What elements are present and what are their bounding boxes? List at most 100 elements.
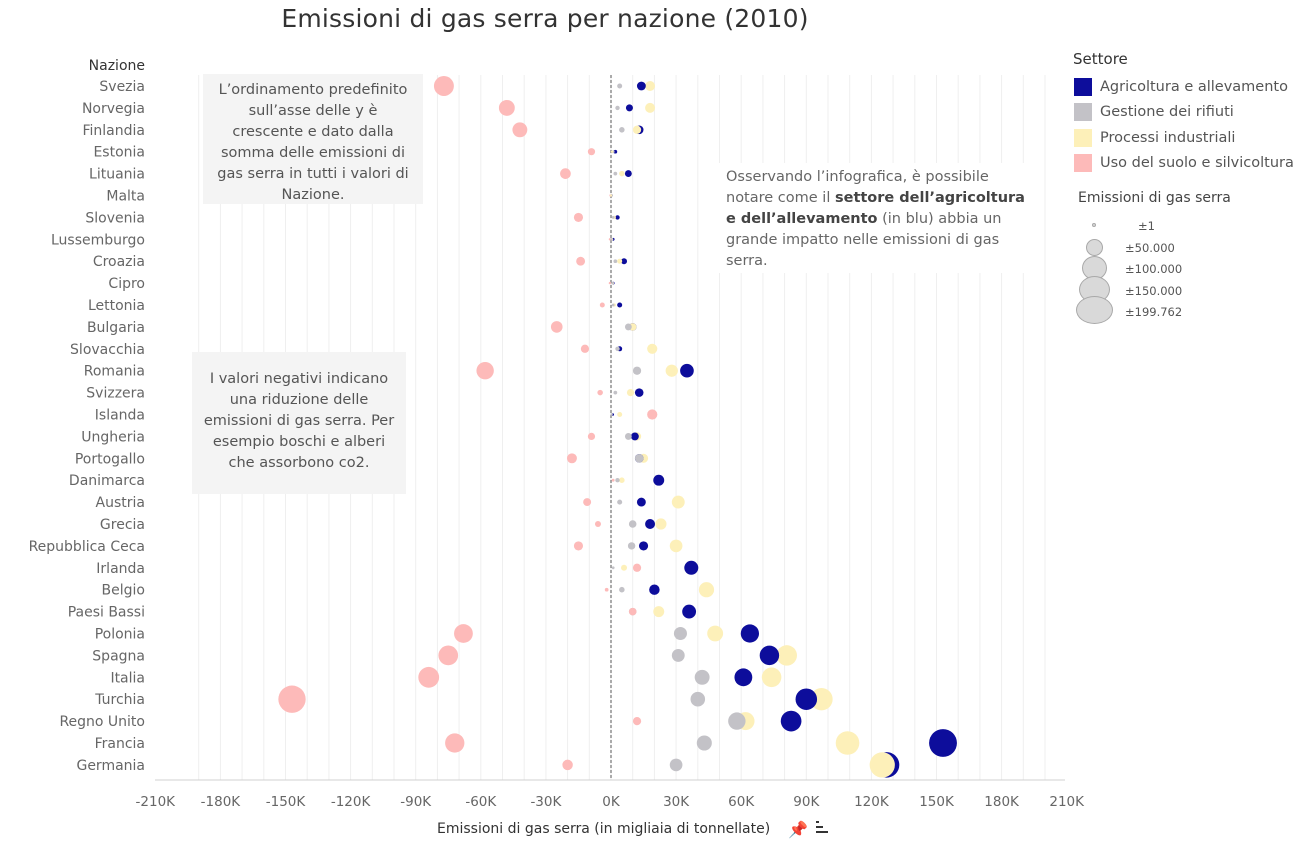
data-point[interactable]: [613, 171, 618, 176]
data-point[interactable]: [673, 626, 687, 641]
data-point[interactable]: [498, 99, 515, 116]
data-point[interactable]: [628, 607, 637, 616]
data-point[interactable]: [597, 389, 603, 396]
data-point[interactable]: [617, 83, 623, 89]
data-point[interactable]: [645, 81, 656, 91]
data-point[interactable]: [632, 366, 642, 375]
data-point[interactable]: [780, 710, 802, 732]
data-point[interactable]: [690, 691, 706, 707]
data-point[interactable]: [655, 518, 667, 530]
data-point[interactable]: [634, 454, 644, 463]
data-point[interactable]: [682, 604, 697, 619]
data-point[interactable]: [634, 388, 644, 397]
data-point[interactable]: [694, 669, 710, 685]
data-point[interactable]: [632, 563, 642, 572]
data-point[interactable]: [619, 477, 625, 483]
data-point[interactable]: [707, 625, 724, 642]
data-point[interactable]: [454, 624, 473, 643]
data-point[interactable]: [619, 127, 625, 133]
data-point[interactable]: [632, 125, 642, 134]
data-point[interactable]: [728, 712, 746, 730]
data-point[interactable]: [684, 560, 699, 575]
data-point[interactable]: [573, 212, 584, 222]
data-point[interactable]: [759, 645, 780, 666]
data-point[interactable]: [669, 758, 683, 772]
data-point[interactable]: [418, 666, 440, 688]
data-point[interactable]: [734, 668, 753, 687]
data-point[interactable]: [617, 499, 623, 505]
data-point[interactable]: [613, 390, 618, 395]
data-point[interactable]: [594, 521, 601, 527]
data-point[interactable]: [550, 321, 563, 333]
data-point[interactable]: [476, 362, 494, 380]
data-point[interactable]: [608, 281, 612, 285]
data-point[interactable]: [619, 170, 625, 177]
sort-descending-icon[interactable]: [815, 820, 829, 836]
data-point[interactable]: [611, 281, 614, 285]
data-point[interactable]: [649, 584, 660, 595]
data-point[interactable]: [611, 215, 615, 219]
data-point[interactable]: [624, 323, 632, 331]
data-point[interactable]: [438, 645, 459, 666]
data-point[interactable]: [653, 474, 665, 486]
data-point[interactable]: [795, 688, 818, 710]
data-point[interactable]: [636, 81, 646, 91]
data-point[interactable]: [810, 688, 833, 711]
data-point[interactable]: [583, 498, 592, 507]
data-point[interactable]: [599, 302, 605, 308]
data-point[interactable]: [445, 733, 465, 753]
data-point[interactable]: [696, 735, 712, 751]
data-point[interactable]: [680, 363, 694, 378]
data-point[interactable]: [619, 586, 625, 593]
data-point[interactable]: [671, 648, 685, 662]
data-point[interactable]: [615, 346, 620, 352]
data-point[interactable]: [613, 259, 618, 264]
data-point[interactable]: [573, 541, 584, 551]
data-point[interactable]: [624, 432, 632, 440]
data-point[interactable]: [632, 716, 642, 726]
data-point[interactable]: [587, 148, 596, 156]
data-point[interactable]: [576, 256, 586, 266]
data-point[interactable]: [566, 453, 577, 464]
data-point[interactable]: [617, 411, 623, 418]
legend-item[interactable]: Processi industriali: [1070, 125, 1306, 151]
data-point[interactable]: [615, 215, 620, 220]
pin-icon[interactable]: 📌: [788, 820, 808, 839]
data-point[interactable]: [621, 564, 628, 571]
data-point[interactable]: [610, 194, 613, 197]
data-point[interactable]: [669, 539, 683, 553]
data-point[interactable]: [580, 344, 590, 353]
data-point[interactable]: [869, 752, 895, 778]
data-point[interactable]: [613, 149, 618, 154]
data-point[interactable]: [621, 258, 628, 265]
data-point[interactable]: [645, 102, 656, 113]
data-point[interactable]: [929, 729, 957, 757]
data-point[interactable]: [645, 519, 656, 529]
data-point[interactable]: [433, 76, 454, 96]
data-point[interactable]: [636, 497, 646, 507]
legend-item[interactable]: Gestione dei rifiuti: [1070, 100, 1306, 126]
data-point[interactable]: [740, 624, 759, 643]
data-point[interactable]: [835, 731, 860, 755]
data-point[interactable]: [610, 413, 613, 416]
data-point[interactable]: [665, 364, 678, 377]
data-point[interactable]: [624, 170, 632, 178]
data-point[interactable]: [611, 566, 615, 570]
data-point[interactable]: [610, 150, 614, 153]
data-point[interactable]: [604, 587, 609, 592]
data-point[interactable]: [611, 478, 615, 482]
data-point[interactable]: [776, 645, 797, 666]
data-point[interactable]: [698, 582, 715, 598]
data-point[interactable]: [587, 432, 596, 441]
data-point[interactable]: [625, 104, 633, 112]
data-point[interactable]: [560, 168, 571, 179]
data-point[interactable]: [617, 258, 623, 264]
data-point[interactable]: [630, 432, 639, 441]
data-point[interactable]: [638, 541, 649, 551]
data-point[interactable]: [617, 302, 623, 308]
data-point[interactable]: [761, 667, 782, 688]
data-point[interactable]: [647, 343, 658, 354]
data-point[interactable]: [653, 606, 665, 618]
data-point[interactable]: [647, 409, 658, 420]
data-point[interactable]: [512, 122, 528, 138]
